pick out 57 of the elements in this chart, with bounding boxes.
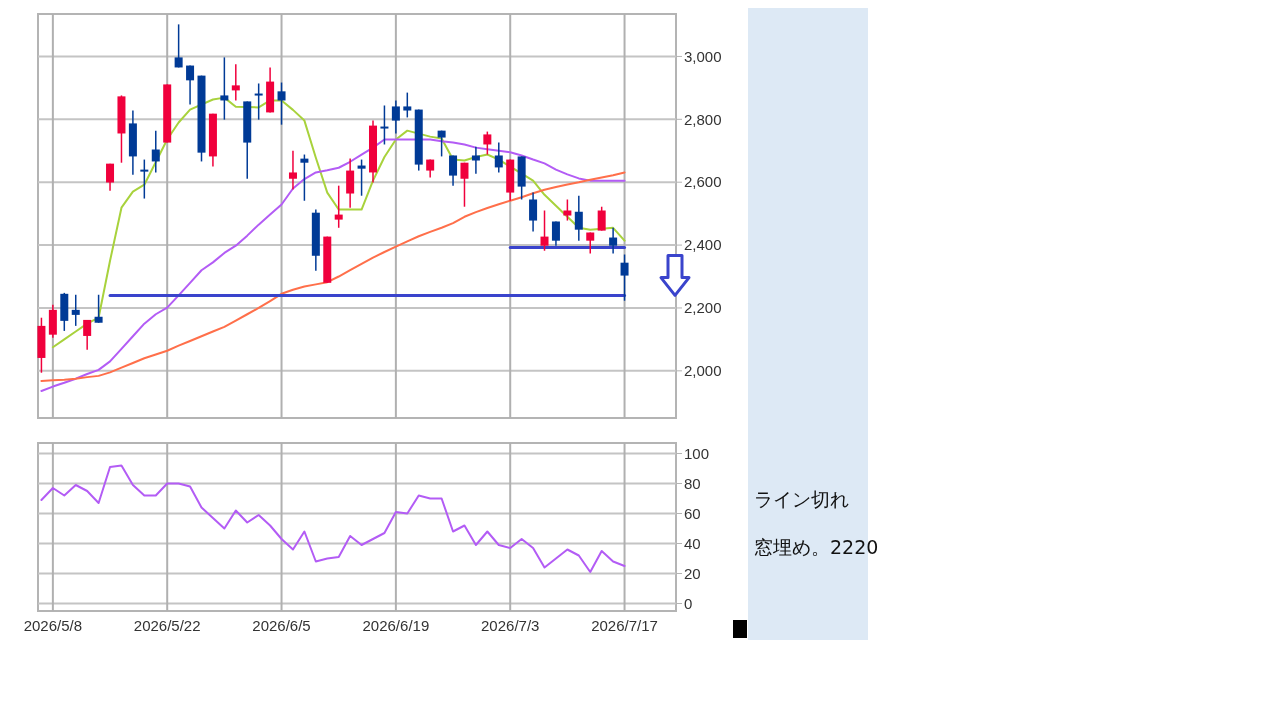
- candlestick: [460, 161, 469, 208]
- line-series: [40, 464, 626, 573]
- candlestick: [483, 130, 492, 156]
- candlestick: [574, 194, 583, 242]
- candlestick: [151, 129, 160, 174]
- candlestick: [140, 158, 149, 200]
- candlestick: [449, 154, 458, 187]
- candlestick: [494, 141, 503, 174]
- candlestick: [71, 294, 80, 327]
- candlestick: [346, 157, 355, 209]
- y-tick-label: 2,000: [684, 362, 722, 380]
- x-tick-label: 2026/5/22: [133, 617, 201, 634]
- candlestick: [231, 63, 240, 102]
- candlestick: [220, 56, 229, 121]
- candlestick: [300, 153, 309, 202]
- candlestick: [106, 162, 115, 192]
- x-tick-label: 2026/7/17: [591, 617, 658, 634]
- y-tick-label: 2,400: [684, 236, 722, 254]
- candlestick: [357, 158, 366, 197]
- y-tick-label: 100: [684, 444, 710, 462]
- candlestick: [391, 99, 400, 135]
- candlestick: [597, 205, 606, 232]
- candlestick: [529, 191, 538, 233]
- y-tick-label: 0: [684, 594, 693, 612]
- candlestick: [254, 82, 263, 121]
- x-tick-label: 2026/7/3: [481, 617, 540, 634]
- line-series: [40, 138, 626, 392]
- candlestick: [620, 253, 629, 302]
- candlestick: [437, 129, 446, 158]
- candlestick: [83, 319, 92, 351]
- line-series: [40, 171, 626, 382]
- y-tick-label: 80: [684, 474, 701, 492]
- x-tick-label: 2026/6/5: [252, 617, 311, 634]
- x-tick-label: 2026/6/19: [362, 617, 430, 634]
- text: 窓埋め。2220: [754, 536, 879, 558]
- candlestick: [94, 294, 103, 324]
- candlestick: [380, 104, 389, 146]
- x-tick-label: 2026/5/8: [23, 617, 83, 634]
- candlestick: [277, 81, 286, 126]
- candlestick: [471, 145, 480, 175]
- y-tick-label: 2,600: [684, 173, 722, 191]
- candlestick: [186, 64, 195, 106]
- y-tick-label: 2,800: [684, 110, 722, 128]
- candlestick: [403, 91, 412, 119]
- candlestick: [174, 23, 183, 69]
- candlestick: [288, 150, 297, 191]
- text: ライン切れ: [754, 488, 849, 510]
- y-tick-label: 3,000: [684, 47, 722, 65]
- y-tick-label: 40: [684, 534, 701, 552]
- y-tick-label: 20: [684, 564, 701, 582]
- candlestick: [551, 220, 560, 247]
- candlestick: [540, 209, 549, 252]
- y-tick-label: 2,200: [684, 299, 722, 317]
- candlestick: [609, 227, 618, 255]
- candlestick: [563, 198, 572, 222]
- y-tick-label: 60: [684, 504, 701, 522]
- candlestick: [334, 184, 343, 229]
